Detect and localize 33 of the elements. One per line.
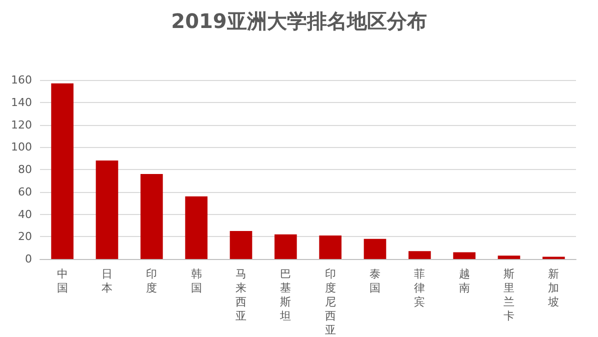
y-tick-label: 80 — [18, 163, 32, 176]
bar — [140, 174, 163, 259]
y-tick-label: 160 — [11, 74, 32, 86]
x-tick-label: 斯里兰卡 — [504, 268, 514, 322]
bar — [96, 160, 118, 259]
y-tick-label: 140 — [11, 96, 32, 109]
y-tick-label: 60 — [18, 185, 32, 198]
x-tick-label: 韩国 — [190, 268, 202, 294]
bar — [319, 236, 342, 259]
x-tick-label: 巴基斯坦 — [279, 268, 292, 322]
x-tick-label: 日本 — [102, 268, 112, 294]
y-tick-label: 120 — [11, 118, 32, 132]
y-tick-label: 20 — [18, 230, 32, 244]
y-tick-label: 40 — [18, 208, 32, 221]
bar — [274, 234, 297, 259]
x-tick-label: 马来西亚 — [236, 268, 246, 322]
y-tick-label: 100 — [11, 140, 32, 154]
x-tick-label: 中国 — [56, 268, 68, 294]
bar — [453, 252, 476, 259]
bar — [230, 231, 252, 259]
x-tick-label: 新加坡 — [547, 268, 560, 308]
bar — [408, 251, 431, 259]
x-tick-label: 泰国 — [370, 268, 380, 294]
x-tick-label: 越南 — [458, 268, 470, 294]
bar — [498, 256, 520, 259]
bar — [185, 196, 208, 259]
x-tick-label: 印度 — [146, 268, 158, 294]
bar — [364, 238, 386, 259]
y-tick-label: 0 — [25, 252, 32, 266]
chart-title: 2019亚洲大学排名地区分布 — [171, 9, 427, 33]
x-tick-label: 印度尼西亚 — [324, 268, 336, 336]
x-tick-label: 菲律宾 — [414, 268, 426, 308]
bar — [51, 83, 74, 259]
